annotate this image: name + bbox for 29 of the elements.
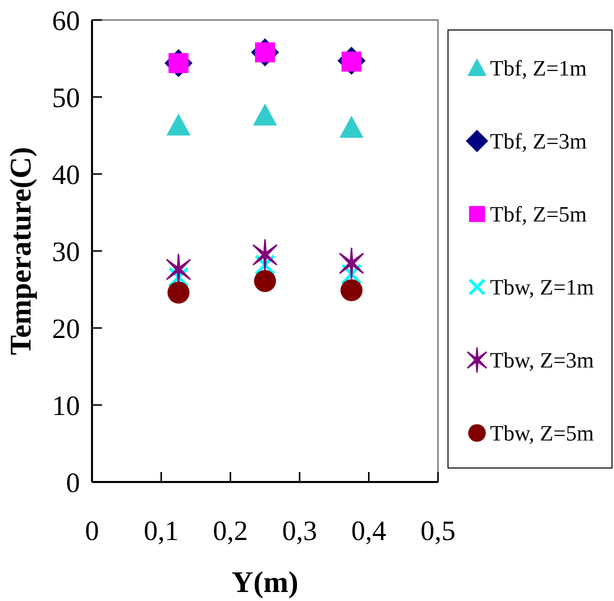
point [168,282,190,304]
y-tick-label: 10 [52,390,80,422]
x-tick-label: 0 [85,516,99,547]
y-tick-label: 20 [52,314,80,345]
point [340,279,362,302]
y-tick-label: 40 [52,160,80,191]
legend-label: Tbf, Z=3m [490,128,587,154]
legend-label: Tbf, Z=5m [490,202,587,227]
legend-label: Tbf, Z=1m [490,56,587,81]
point [340,116,364,138]
x-axis-title: Y(m) [232,566,298,599]
legend-label: Tbw, Z=3m [490,348,594,373]
x-tick-label: 0,2 [212,516,248,547]
y-tick-label: 0 [66,468,80,499]
y-axis-title: Temperature(C) [4,146,38,356]
y-tick-label: 50 [52,82,80,114]
point [253,103,277,126]
legend-label: Tbw, Z=5m [490,420,594,446]
legend-label: Tbw, Z=1m [490,274,594,300]
x-tick-label: 0,1 [144,516,179,547]
y-tick-label: 30 [52,236,80,268]
point [254,270,276,292]
x-tick-label: 0,3 [282,516,318,547]
y-tick-label: 60 [52,6,80,37]
point [339,248,364,280]
x-tick-label: 0,5 [420,516,456,547]
x-tick-label: 0,4 [351,516,386,547]
point [252,239,278,271]
point [166,113,190,136]
